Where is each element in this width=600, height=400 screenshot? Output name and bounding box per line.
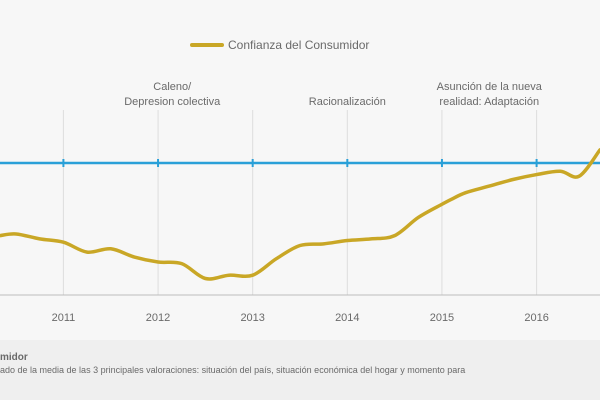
x-tick-label-2013: 2013 bbox=[240, 312, 264, 324]
x-tick-label-2012: 2012 bbox=[146, 312, 170, 324]
x-tick-label-2015: 2015 bbox=[430, 312, 454, 324]
x-tick-label-2011: 2011 bbox=[52, 312, 76, 324]
legend: Confianza del Consumidor bbox=[190, 38, 369, 52]
annotation-0-line-1: Depresion colectiva bbox=[124, 96, 221, 108]
legend-label: Confianza del Consumidor bbox=[228, 38, 369, 52]
footer-band bbox=[0, 340, 600, 400]
footer-title: midor bbox=[0, 352, 28, 363]
x-tick-label-2016: 2016 bbox=[524, 312, 548, 324]
annotations: Caleno/Depresion colectiva Racionalizació… bbox=[124, 81, 543, 108]
x-tick-label-2014: 2014 bbox=[335, 312, 359, 324]
annotation-2-line-1: realidad: Adaptación bbox=[439, 96, 539, 108]
footer-note: ado de la media de las 3 principales val… bbox=[0, 365, 465, 375]
gridlines bbox=[62, 110, 538, 295]
series-line-0 bbox=[0, 148, 600, 281]
annotation-2-line-0: Asunción de la nueva bbox=[437, 81, 543, 93]
x-tick-labels: 2011 2012 2013 2014 2015 2016 bbox=[52, 312, 549, 324]
series-group bbox=[0, 148, 600, 281]
reference-line-group bbox=[0, 159, 600, 167]
annotation-0-line-0: Caleno/ bbox=[153, 81, 192, 93]
annotation-1-line-0: Racionalización bbox=[309, 96, 386, 108]
